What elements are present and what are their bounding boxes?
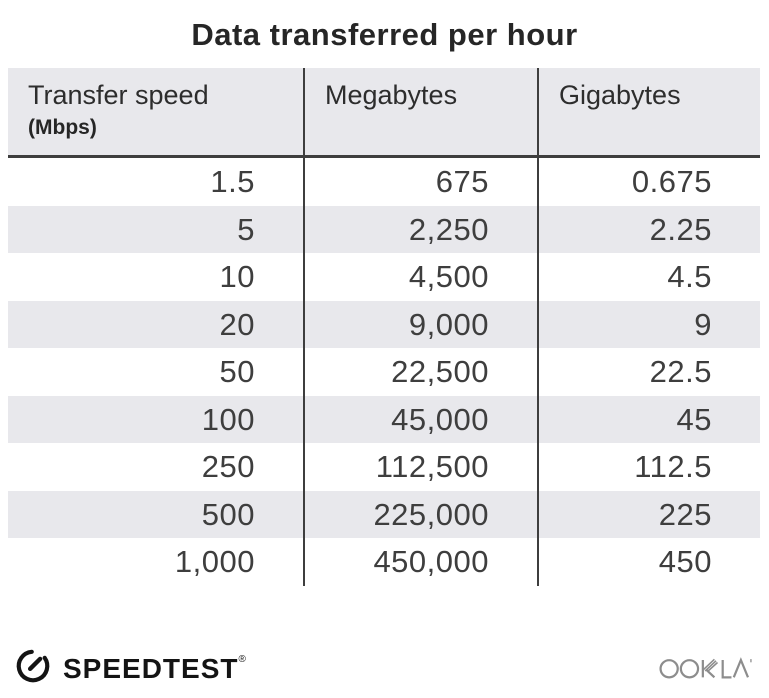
table-row: 250 112,500 112.5 xyxy=(8,443,760,491)
ookla-letter-l xyxy=(721,660,732,679)
cell-gigabytes: 45 xyxy=(537,395,760,443)
header-mbps-unit: (Mbps) xyxy=(28,116,97,140)
cell-gigabytes: 450 xyxy=(537,538,760,586)
cell-gigabytes: 112.5 xyxy=(537,443,760,491)
ookla-letter-o2 xyxy=(679,659,700,679)
cell-megabytes: 675 xyxy=(303,158,537,206)
cell-megabytes: 22,500 xyxy=(303,348,537,396)
table-row: 1,000 450,000 450 xyxy=(8,538,760,586)
cell-transfer-speed: 1,000 xyxy=(174,544,255,579)
cell-gigabytes: 0.675 xyxy=(537,158,760,206)
cell-transfer-speed: 50 xyxy=(219,354,255,389)
cell-transfer-speed: 500 xyxy=(201,496,255,532)
cell-megabytes: 450,000 xyxy=(303,538,537,586)
cell-megabytes: 45,000 xyxy=(303,395,537,443)
table-body: 1.5 675 0.675 5 2,250 2.25 10 4,500 4.5 20 9,000 9 5… xyxy=(8,158,760,586)
cell-transfer-speed: 1.5 xyxy=(210,164,255,199)
header-gigabytes: Gigabytes xyxy=(537,68,760,155)
header-transfer-speed-label: Transfer speed xyxy=(28,80,209,110)
table-row: 500 225,000 225 xyxy=(8,490,760,538)
ookla-letter-o1 xyxy=(659,659,679,679)
table-row: 50 22,500 22.5 xyxy=(8,348,760,396)
cell-megabytes: 2,250 xyxy=(303,205,537,253)
registered-trademark-symbol: ® xyxy=(238,653,246,665)
cell-gigabytes: 22.5 xyxy=(537,348,760,396)
footer: SPEEDTEST® xyxy=(14,647,755,690)
table-row: 5 2,250 2.25 xyxy=(8,205,760,253)
speedometer-gauge-icon xyxy=(14,647,52,690)
header-transfer-speed: Transfer speed (Mbps) xyxy=(8,68,303,155)
cell-transfer-speed: 5 xyxy=(237,211,255,247)
cell-megabytes: 112,500 xyxy=(303,443,537,491)
speedtest-logo: SPEEDTEST® xyxy=(14,647,246,690)
ookla-logo xyxy=(659,650,755,687)
table-row: 10 4,500 4.5 xyxy=(8,253,760,301)
cell-megabytes: 225,000 xyxy=(303,490,537,538)
speedtest-text: SPEEDTEST xyxy=(63,652,239,684)
table-row: 1.5 675 0.675 xyxy=(8,158,760,206)
cell-gigabytes: 9 xyxy=(537,300,760,348)
page-title: Data transferred per hour xyxy=(191,17,578,52)
table-row: 20 9,000 9 xyxy=(8,300,760,348)
data-table: Transfer speed (Mbps) Megabytes Gigabyte… xyxy=(8,68,760,586)
cell-gigabytes: 225 xyxy=(537,490,760,538)
table-row: 100 45,000 45 xyxy=(8,395,760,443)
cell-transfer-speed: 20 xyxy=(219,306,255,342)
header-megabytes: Megabytes xyxy=(303,68,537,155)
cell-transfer-speed: 100 xyxy=(201,401,255,437)
table-header-row: Transfer speed (Mbps) Megabytes Gigabyte… xyxy=(8,68,760,158)
cell-gigabytes: 4.5 xyxy=(537,253,760,301)
cell-gigabytes: 2.25 xyxy=(537,205,760,253)
cell-transfer-speed: 10 xyxy=(219,259,255,294)
cell-megabytes: 9,000 xyxy=(303,300,537,348)
cell-transfer-speed: 250 xyxy=(201,449,255,484)
speedtest-wordmark: SPEEDTEST® xyxy=(63,653,246,685)
cell-megabytes: 4,500 xyxy=(303,253,537,301)
ookla-letter-k xyxy=(701,658,719,679)
ookla-letter-a xyxy=(732,657,750,678)
